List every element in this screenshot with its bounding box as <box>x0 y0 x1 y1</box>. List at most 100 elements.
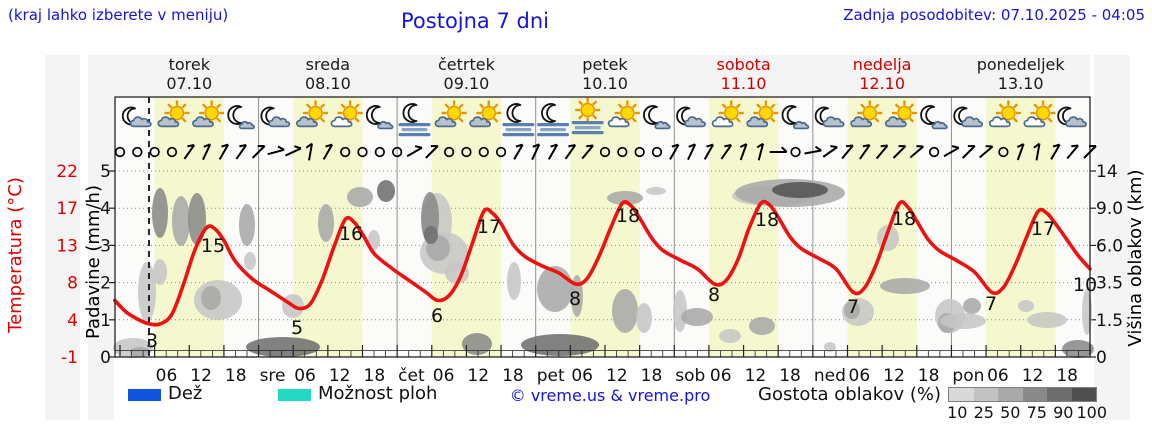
cloud-icon <box>157 116 180 128</box>
wind-barb-icon <box>1066 144 1079 160</box>
moon-icon <box>541 103 556 123</box>
x-hour-label: 18 <box>918 366 940 386</box>
x-hour-label: 06 <box>433 366 455 386</box>
cloud-density-scale-values: 10 25 50 75 90 100 <box>944 403 1107 422</box>
cloud-height-tick-label: 0 <box>1096 348 1107 368</box>
cloud-blob <box>507 262 521 300</box>
wind-calm-icon <box>149 146 160 158</box>
temperature-label: 3 <box>146 330 158 352</box>
wind-barb-icon <box>531 143 541 161</box>
cloud-height-tick-label: 9.0 <box>1096 199 1123 219</box>
cloud-blob <box>246 337 320 357</box>
cloud-blob <box>844 301 860 319</box>
temperature-label: 17 <box>477 216 501 238</box>
wind-calm-icon <box>651 146 663 158</box>
sun-icon <box>753 100 779 126</box>
moon-icon <box>227 105 243 125</box>
cloud-density-scale-value: 90 <box>1053 403 1074 422</box>
weather-icon-moon-cloud-small <box>781 105 810 130</box>
temperature-axis-title: Temperatura (°C) <box>5 177 26 333</box>
cloud-icon <box>931 120 948 130</box>
temperature-label: 18 <box>755 209 779 231</box>
rain-legend-swatch <box>128 389 161 401</box>
weather-icon-sun-cloud <box>295 100 329 128</box>
wind-calm-icon <box>166 146 178 158</box>
cloud-icon <box>792 120 810 130</box>
temperature-label: 5 <box>291 317 303 339</box>
cloud-blob <box>172 196 190 246</box>
moon-icon <box>781 105 797 125</box>
temperature-label: 6 <box>431 305 443 327</box>
day-date: 12.10 <box>859 74 906 93</box>
wind-calm-icon <box>374 146 385 158</box>
day-header-ponedeljek: ponedeljek 13.10 <box>951 55 1091 93</box>
wind-calm-icon <box>443 146 455 158</box>
cloud-blob <box>1027 312 1067 328</box>
cloud-icon <box>1023 116 1046 128</box>
cloud-blob <box>880 278 930 294</box>
cloud-blob <box>940 313 986 329</box>
cloud-blob <box>1062 340 1094 358</box>
weather-icon-moon-fog <box>398 103 431 137</box>
weather-icon-sun-cloud <box>434 100 467 128</box>
moon-icon <box>920 105 936 125</box>
cloud-blob <box>201 286 221 310</box>
cloud-blob <box>239 204 255 246</box>
x-hour-label: 06 <box>294 366 316 386</box>
x-day-label: čet <box>398 366 425 386</box>
cloud-blob <box>673 290 687 332</box>
x-hour-label: 12 <box>745 366 767 386</box>
cloud-icon <box>377 120 394 130</box>
temp-tick-label: 22 <box>56 162 78 182</box>
cloud-blob <box>681 308 713 326</box>
fog-icon <box>398 123 431 137</box>
cloud-icon <box>129 116 152 128</box>
weather-icon-sun-cloud <box>850 100 883 128</box>
cloud-icon <box>268 116 291 128</box>
cloud-blob <box>368 230 380 250</box>
wind-barb-icon <box>285 145 302 157</box>
wind-calm-icon <box>495 146 507 158</box>
cloud-density-scale-value: 50 <box>1000 403 1021 422</box>
bg-stripe-right <box>1094 55 1130 420</box>
wind-barb-icon <box>564 144 577 160</box>
wind-calm-icon <box>340 146 351 158</box>
cloud-icon <box>654 120 671 130</box>
cloud-icon <box>746 116 769 128</box>
cloud-blob <box>462 333 492 355</box>
day-name: petek <box>582 55 628 74</box>
cloud-blob <box>138 262 156 322</box>
sun-icon <box>718 100 744 126</box>
moon-icon <box>643 105 658 125</box>
day-name: ponedeljek <box>976 55 1065 74</box>
weather-icon-sun-cloud <box>746 100 779 128</box>
weather-icon-moon-cloud-small <box>365 105 394 130</box>
page-title: Postojna 7 dni <box>401 9 549 33</box>
bg-stripe-left-1 <box>45 55 80 420</box>
cloud-density-segment-50 <box>998 388 1023 401</box>
cloud-icon <box>295 116 318 128</box>
temp-tick-label: 13 <box>56 236 78 256</box>
cloud-icon <box>607 116 630 128</box>
copyright-link[interactable]: © vreme.us & vreme.pro <box>509 386 711 405</box>
day-header-sreda: sreda 08.10 <box>258 55 398 93</box>
cloud-blob <box>377 180 395 202</box>
wind-barb-icon <box>581 144 594 160</box>
wind-barb-icon <box>267 145 285 156</box>
cloud-icon <box>850 116 873 128</box>
cloud-icon <box>238 120 255 130</box>
day-date: 10.10 <box>582 74 628 93</box>
showers-legend-label: Možnost ploh <box>318 383 438 404</box>
weather-icon-moon-cloud <box>676 106 706 128</box>
rain-tick-label: 4 <box>100 199 111 219</box>
sun-icon <box>303 100 329 126</box>
cloud-blob <box>244 252 256 270</box>
cloud-height-tick-label: 1.5 <box>1096 311 1123 331</box>
cloud-density-segment-100 <box>1071 388 1096 401</box>
x-day-label: sob <box>675 366 705 386</box>
x-hour-label: 18 <box>779 366 801 386</box>
wind-barb-icon <box>756 142 765 161</box>
